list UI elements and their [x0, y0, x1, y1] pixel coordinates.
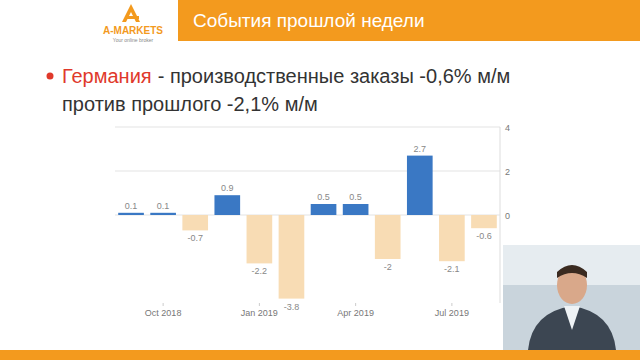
- webcam-head: [557, 266, 587, 304]
- bar: [311, 204, 337, 215]
- x-tick-label: Oct 2018: [145, 308, 182, 318]
- data-label: 0.5: [349, 192, 362, 202]
- y-tick-label: 0: [505, 211, 510, 221]
- data-label: 0.9: [221, 183, 234, 193]
- x-tick-label: Jan 2019: [241, 308, 278, 318]
- y-axis-line: [500, 127, 501, 303]
- x-tick: [163, 303, 164, 306]
- data-label: 0.1: [157, 201, 170, 211]
- data-label: -2.2: [252, 266, 268, 276]
- bar: [279, 215, 305, 299]
- x-tick-label: Apr 2019: [337, 308, 374, 318]
- logo-icon-bar: [127, 16, 139, 19]
- bar: [471, 215, 497, 228]
- grid-line: [115, 171, 500, 172]
- slide-title: События прошлой недели: [193, 10, 425, 31]
- logo-tagline: Your online broker: [113, 37, 154, 43]
- webcam-bg: [503, 245, 640, 350]
- data-label: 0.5: [317, 192, 330, 202]
- bar: [343, 204, 369, 215]
- y-tick-label: 4: [505, 123, 510, 133]
- logo-icon: [122, 4, 140, 22]
- data-label: 0.1: [125, 201, 138, 211]
- bar: [214, 195, 240, 215]
- bar: [407, 156, 433, 215]
- y-tick-label: 2: [505, 167, 510, 177]
- bar: [375, 215, 401, 259]
- background: [0, 0, 640, 360]
- data-label: -3.8: [284, 302, 300, 312]
- bullet-text: - производственные заказы -0,6% м/м: [158, 65, 511, 87]
- grid-line: [115, 127, 500, 128]
- bullet-line: против прошлого -2,1% м/м: [62, 93, 318, 115]
- webcam-body: [528, 306, 616, 350]
- data-label: -0.6: [476, 231, 492, 241]
- bar: [439, 215, 465, 261]
- logo-box: [88, 0, 178, 50]
- data-label: -2.1: [444, 264, 460, 274]
- webcam: [503, 245, 640, 350]
- bar: [182, 215, 208, 230]
- data-label: -0.7: [187, 233, 203, 243]
- footer-bar: [0, 350, 640, 360]
- webcam-hair: [557, 265, 587, 278]
- x-tick: [451, 303, 452, 306]
- data-label: -2: [384, 262, 392, 272]
- x-tick: [259, 303, 260, 306]
- bar: [118, 213, 144, 215]
- bars: [118, 156, 497, 299]
- bullet-line: Германия - производственные заказы -0,6% …: [62, 65, 510, 87]
- country: Германия: [62, 65, 152, 87]
- bar: [247, 215, 273, 263]
- bar: [150, 213, 176, 215]
- x-tick-label: Jul 2019: [435, 308, 469, 318]
- logo-text: A-MARKETS: [103, 25, 163, 36]
- header-bar: [178, 0, 640, 41]
- data-label: 2.7: [414, 144, 427, 154]
- bullet-dot: [47, 73, 54, 80]
- x-tick: [355, 303, 356, 306]
- webcam-shirt: [564, 306, 580, 330]
